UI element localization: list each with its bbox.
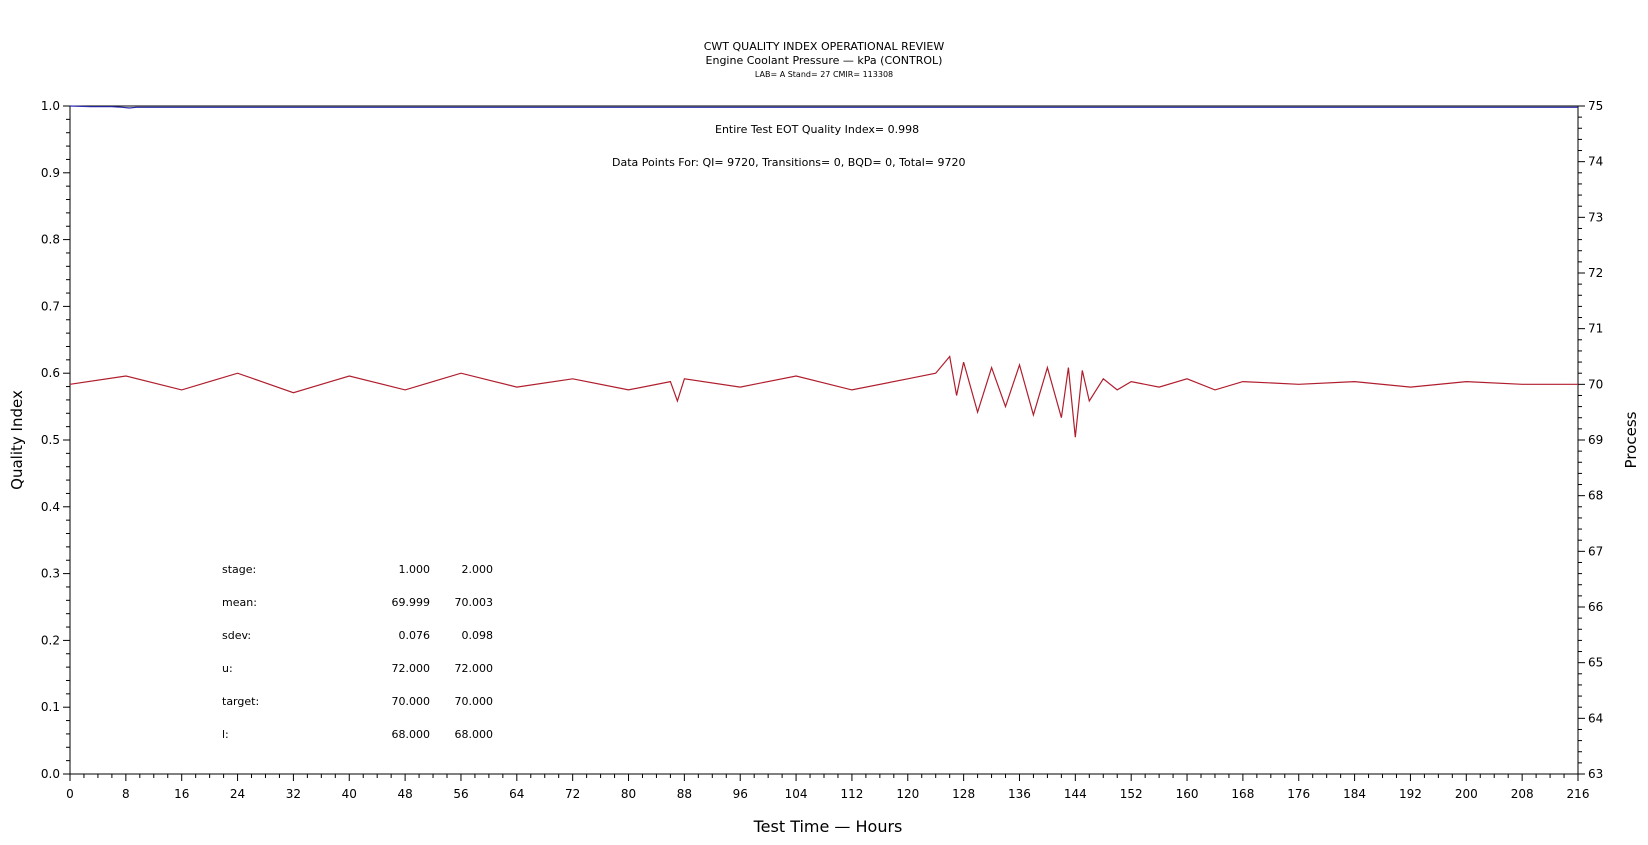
x-tick-label: 40	[342, 787, 357, 801]
y2-tick-label: 67	[1588, 544, 1603, 558]
y-tick-label: 1.0	[41, 99, 60, 113]
y-tick-label: 0.3	[41, 567, 60, 581]
x-tick-label: 160	[1176, 787, 1199, 801]
eot-quality-index-annotation: Entire Test EOT Quality Index= 0.998	[715, 123, 920, 136]
y-tick-label: 0.0	[41, 767, 60, 781]
x-tick-label: 96	[733, 787, 748, 801]
x-axis-label: Test Time — Hours	[753, 817, 903, 836]
x-tick-label: 176	[1287, 787, 1310, 801]
quality-index-line	[69, 105, 1578, 109]
y2-tick-label: 64	[1588, 711, 1603, 725]
x-axis-ticks: 0 8 16 24 32 40 48 56 64 72 80 88 96 104 112 120 128 136 1…	[66, 774, 1589, 801]
stats-row-label: sdev:	[222, 629, 252, 642]
x-tick-label: 120	[896, 787, 919, 801]
y-tick-label: 0.1	[41, 700, 60, 714]
x-tick-label: 184	[1343, 787, 1366, 801]
stats-row-value: 72.000	[391, 662, 431, 675]
y2-tick-label: 65	[1588, 656, 1603, 670]
x-tick-label: 104	[785, 787, 808, 801]
y2-axis-ticks: 63 64 65 66 67 68 69 70 71 72 73 74 75	[1578, 99, 1603, 781]
y-tick-label: 0.7	[41, 299, 60, 313]
stats-row-value: 68.000	[454, 728, 494, 741]
plot-frame	[69, 105, 1579, 775]
stats-row-value: 70.000	[454, 695, 494, 708]
x-tick-label: 88	[677, 787, 692, 801]
x-tick-label: 80	[621, 787, 636, 801]
chart-subtitle-2: LAB= A Stand= 27 CMIR= 113308	[754, 70, 894, 79]
y2-axis-label: Process	[1622, 411, 1640, 468]
stats-row-value: 69.999	[391, 596, 431, 609]
x-tick-label: 216	[1567, 787, 1590, 801]
y-tick-label: 0.4	[41, 500, 60, 514]
x-tick-label: 0	[66, 787, 74, 801]
x-tick-label: 192	[1399, 787, 1422, 801]
y2-tick-label: 74	[1588, 155, 1603, 169]
stats-row-label: target:	[222, 695, 260, 708]
stats-row-label: l:	[222, 728, 229, 741]
y2-tick-label: 69	[1588, 433, 1603, 447]
x-tick-label: 200	[1455, 787, 1478, 801]
x-tick-label: 152	[1120, 787, 1143, 801]
chart-title: CWT QUALITY INDEX OPERATIONAL REVIEW	[703, 40, 945, 53]
stats-row-value: 70.000	[391, 695, 431, 708]
stats-row-value: 72.000	[454, 662, 494, 675]
x-tick-label: 144	[1064, 787, 1087, 801]
y2-tick-label: 71	[1588, 322, 1603, 336]
stats-row-value: 1.000	[398, 563, 431, 576]
y-tick-label: 0.2	[41, 633, 60, 647]
x-tick-label: 168	[1231, 787, 1254, 801]
x-tick-label: 112	[840, 787, 863, 801]
stats-row-label: u:	[222, 662, 233, 675]
x-tick-label: 16	[174, 787, 189, 801]
x-tick-label: 32	[286, 787, 301, 801]
x-tick-label: 128	[952, 787, 975, 801]
x-tick-label: 72	[565, 787, 580, 801]
y2-tick-label: 75	[1588, 99, 1603, 113]
y-axis-ticks: 0.0 0.1 0.2 0.3 0.4 0.5 0.6 0.7 0.8 0.9 1.0	[41, 99, 70, 781]
stats-row-value: 0.098	[461, 629, 494, 642]
chart-subtitle: Engine Coolant Pressure — kPa (CONTROL)	[705, 54, 943, 67]
stats-row-label: mean:	[222, 596, 257, 609]
y2-tick-label: 70	[1588, 377, 1603, 391]
stats-row-value: 0.076	[398, 629, 431, 642]
y-tick-label: 0.9	[41, 166, 60, 180]
x-tick-label: 208	[1511, 787, 1534, 801]
x-tick-label: 48	[397, 787, 412, 801]
x-tick-label: 56	[453, 787, 468, 801]
y2-tick-label: 63	[1588, 767, 1603, 781]
y2-tick-label: 66	[1588, 600, 1603, 614]
x-tick-label: 24	[230, 787, 245, 801]
y2-tick-label: 72	[1588, 266, 1603, 280]
stats-row-value: 68.000	[391, 728, 431, 741]
y-axis-label: Quality Index	[8, 390, 26, 490]
y-tick-label: 0.5	[41, 433, 60, 447]
y2-tick-label: 68	[1588, 489, 1603, 503]
series-layer	[69, 105, 1578, 438]
stats-row-value: 2.000	[461, 563, 494, 576]
y2-tick-label: 73	[1588, 210, 1603, 224]
stats-row-label: stage:	[222, 563, 257, 576]
y-tick-label: 0.8	[41, 233, 60, 247]
x-tick-label: 64	[509, 787, 524, 801]
x-tick-label: 8	[122, 787, 130, 801]
stats-row-value: 70.003	[454, 596, 494, 609]
data-points-annotation: Data Points For: QI= 9720, Transitions= …	[612, 156, 966, 169]
y-tick-label: 0.6	[41, 366, 60, 380]
x-tick-label: 136	[1008, 787, 1031, 801]
process-line	[69, 355, 1578, 438]
